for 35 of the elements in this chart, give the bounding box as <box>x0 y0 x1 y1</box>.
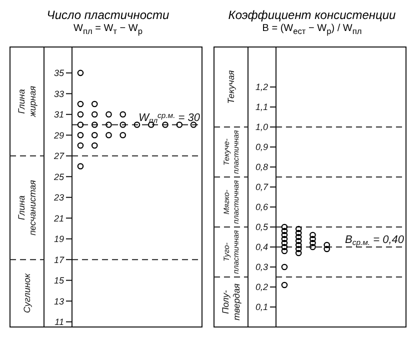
text: Полу-твердая <box>220 283 242 320</box>
y-tick-label: 29 <box>52 130 64 140</box>
y-tick-label: 19 <box>54 234 64 244</box>
y-tick-label: 35 <box>54 68 65 78</box>
y-tick-label: 0,5 <box>255 222 269 232</box>
ref-line-label: B$_{ср.м.}$ = 0,40 <box>345 234 405 248</box>
y-tick-label: 21 <box>52 213 64 224</box>
y-tick-label: 0,2 <box>255 282 268 292</box>
y-tick-label: 0,4 <box>255 242 268 252</box>
text: Текучая <box>226 70 236 104</box>
y-tick-label: 0,6 <box>255 202 268 212</box>
text: Суглинок <box>22 272 32 314</box>
y-tick-label: 31 <box>54 110 64 120</box>
y-tick-label: 1,0 <box>255 122 268 132</box>
y-tick-label: 23 <box>52 192 64 203</box>
y-tick-label: 0,1 <box>255 302 268 312</box>
y-tick-label: 11 <box>54 317 64 328</box>
y-tick-label: 15 <box>54 276 65 286</box>
y-tick-label: 0,9 <box>255 142 268 152</box>
y-tick-label: 0,3 <box>255 262 268 272</box>
y-tick-label: 0,8 <box>255 162 268 172</box>
y-tick-label: 33 <box>54 88 64 99</box>
chart-title: Коэффициент консистенции <box>227 8 397 23</box>
chart-subtitle: B = (W$_{ест}$ − W$_{р}$) / W$_{пл}$ <box>261 23 363 38</box>
chart-subtitle: W$_{пл}$ = W$_{т}$ − W$_{р}$ <box>72 23 144 38</box>
y-tick-label: 1,2 <box>255 82 268 92</box>
text: Глина песчанистая <box>16 180 38 236</box>
y-tick-label: 13 <box>54 296 64 306</box>
y-tick-label: 0,7 <box>255 182 269 192</box>
chart-title: Число пластичности <box>46 8 170 23</box>
y-tick-label: 1,1 <box>255 102 268 112</box>
text: Глина жирная <box>16 86 38 118</box>
y-tick-label: 17 <box>54 254 65 265</box>
y-tick-label: 25 <box>52 172 65 182</box>
y-tick-label: 27 <box>52 151 65 162</box>
